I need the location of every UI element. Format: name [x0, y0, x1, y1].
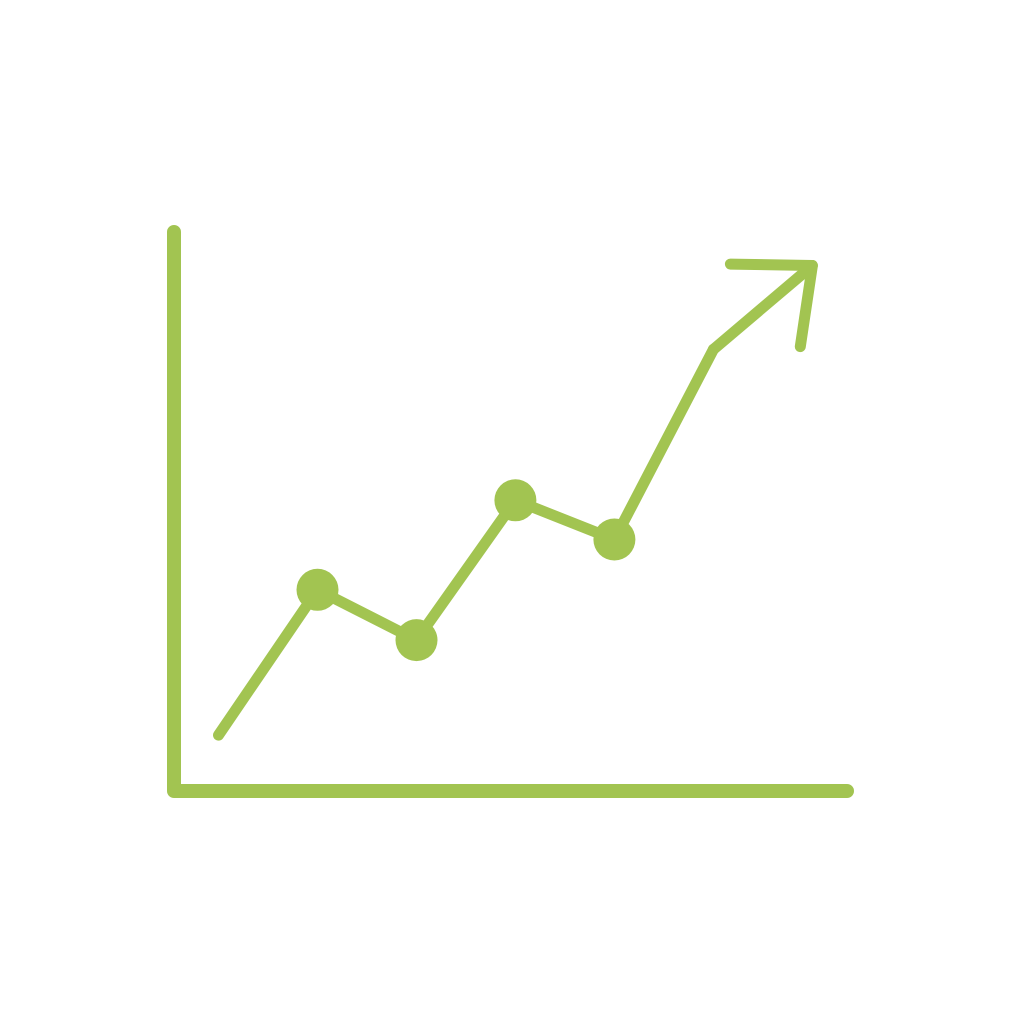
- data-point: [296, 568, 339, 611]
- series-line-segment: [411, 494, 521, 646]
- trend-arrow-head: [724, 258, 818, 353]
- axes-lines: [167, 225, 854, 798]
- marker-layer: [296, 479, 636, 662]
- data-point: [395, 619, 438, 662]
- data-point: [593, 518, 636, 561]
- chart-axes: [167, 225, 854, 798]
- series-line-segment: [608, 343, 719, 545]
- data-point: [494, 479, 537, 522]
- series-line-segment: [213, 584, 323, 741]
- series-line-segment: [707, 260, 818, 355]
